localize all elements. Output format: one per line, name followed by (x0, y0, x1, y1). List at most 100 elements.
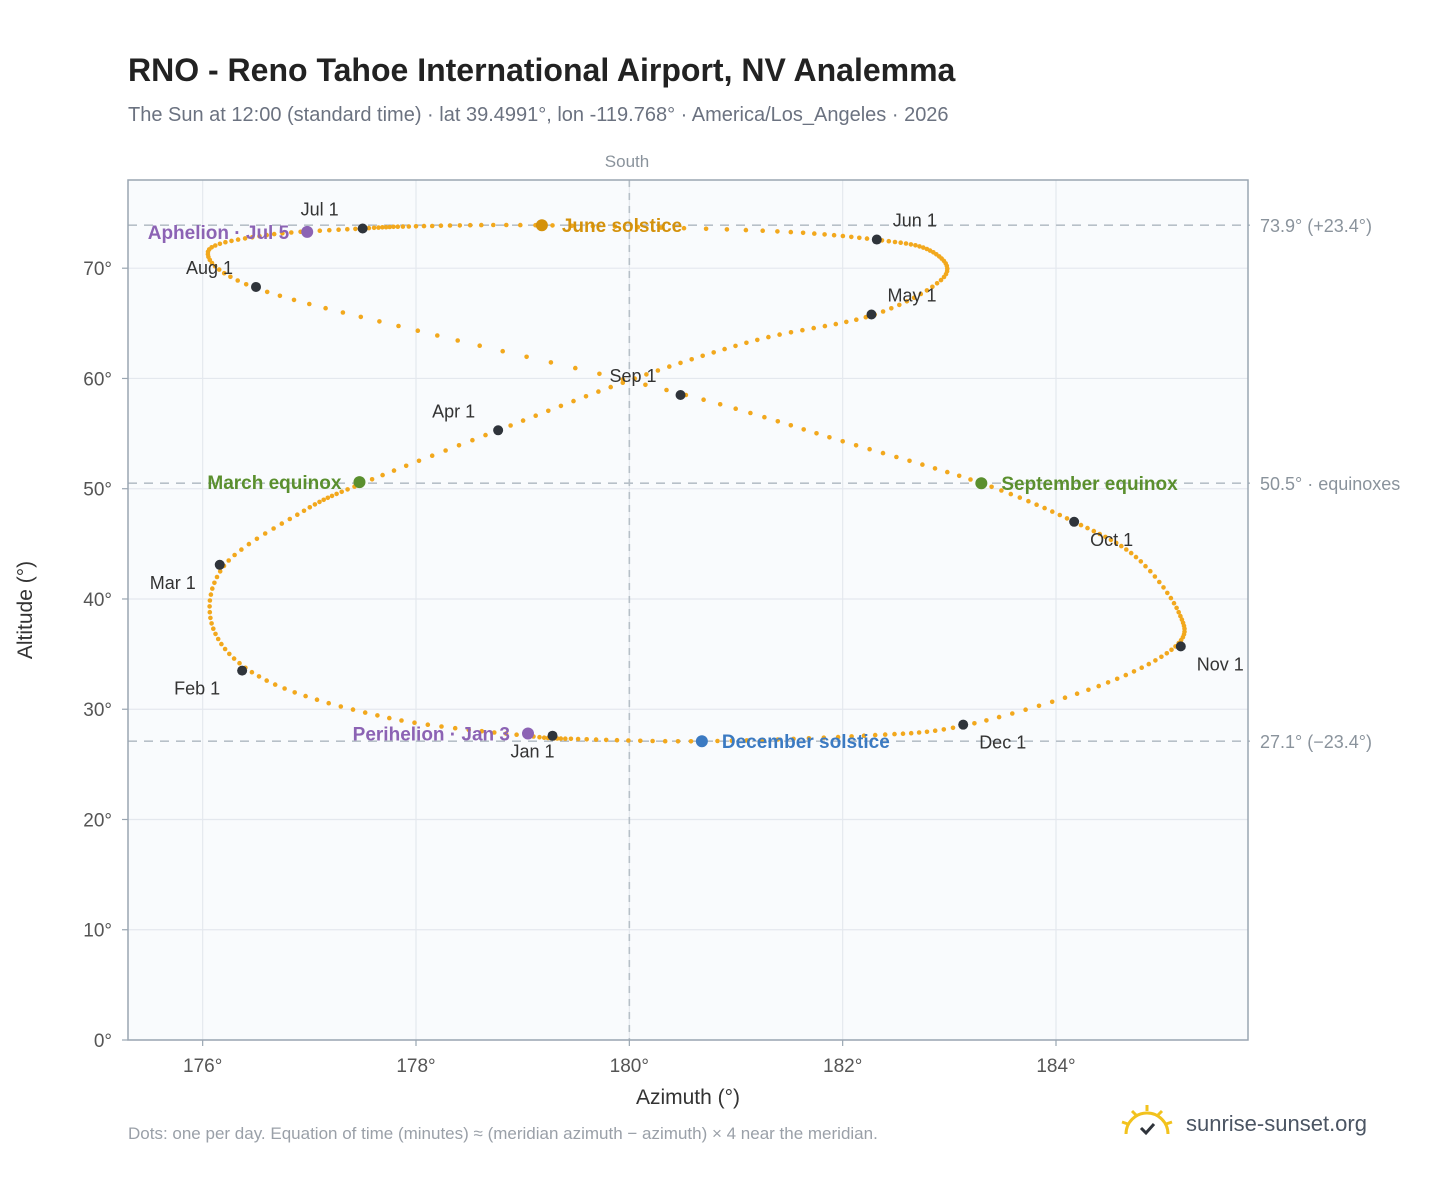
daily-sun-dot (395, 224, 401, 229)
daily-sun-dot (208, 615, 213, 621)
daily-sun-dot (323, 305, 328, 311)
daily-sun-dot (568, 736, 574, 742)
daily-sun-dot (1062, 695, 1068, 700)
daily-sun-dot (908, 242, 914, 247)
daily-sun-dot (541, 735, 547, 740)
daily-sun-dot (406, 224, 412, 229)
daily-sun-dot (689, 357, 694, 362)
daily-sun-dot (638, 738, 643, 744)
daily-sun-dot (733, 343, 738, 349)
daily-sun-dot (264, 232, 270, 238)
daily-sun-dot (1086, 687, 1091, 693)
daily-sun-dot (1164, 651, 1170, 656)
daily-sun-dot (491, 222, 496, 228)
daily-sun-dot (1064, 516, 1070, 521)
daily-sun-dot (546, 408, 551, 414)
daily-sun-dot (972, 721, 977, 726)
daily-sun-dot (277, 293, 283, 299)
daily-sun-dot (920, 462, 925, 467)
month-marker (493, 425, 504, 436)
daily-sun-dot (339, 489, 345, 495)
month-label: Nov 1 (1197, 654, 1244, 674)
daily-sun-dot (479, 728, 485, 734)
daily-sun-dot (317, 228, 323, 233)
daily-sun-dot (1169, 647, 1174, 653)
daily-sun-dot (608, 384, 613, 390)
daily-sun-dot (1159, 654, 1164, 660)
daily-sun-dot (626, 738, 631, 743)
daily-sun-dot (1026, 498, 1031, 504)
daily-sun-dot (897, 302, 902, 308)
daily-sun-dot (703, 226, 709, 232)
daily-sun-dot (840, 439, 845, 444)
brand-logo[interactable]: sunrise-sunset.org (1120, 1104, 1367, 1144)
month-marker (214, 559, 225, 570)
daily-sun-dot (872, 732, 878, 738)
daily-sun-dot (908, 730, 914, 736)
daily-sun-dot (711, 350, 716, 355)
daily-sun-dot (400, 224, 406, 229)
daily-sun-dot (483, 432, 488, 438)
daily-sun-dot (886, 238, 892, 244)
daily-sun-dot (514, 732, 519, 737)
daily-sun-dot (900, 731, 906, 736)
daily-sun-dot (443, 448, 448, 453)
daily-sun-dot (380, 225, 385, 230)
key-event-label: December solstice (722, 732, 890, 753)
daily-sun-dot (664, 387, 669, 393)
daily-sun-dot (217, 241, 223, 247)
x-tick-label: 180° (610, 1056, 649, 1077)
daily-sun-dot (231, 656, 237, 661)
month-marker (357, 223, 368, 234)
brand-name[interactable]: sunrise-sunset.org (1186, 1111, 1367, 1136)
daily-sun-dot (924, 729, 930, 735)
daily-sun-dot (295, 512, 300, 517)
month-marker (866, 309, 877, 320)
daily-sun-dot (518, 222, 523, 228)
daily-sun-dot (358, 314, 364, 320)
daily-sun-dot (1168, 595, 1174, 601)
daily-sun-dot (457, 223, 463, 228)
daily-sun-dot (911, 295, 917, 301)
daily-sun-dot (520, 418, 526, 423)
daily-sun-dot (861, 733, 867, 738)
daily-sun-dot (214, 574, 220, 580)
daily-sun-dot (466, 727, 472, 733)
month-label: Apr 1 (432, 401, 475, 421)
daily-sun-dot (775, 229, 780, 234)
daily-sun-dot (279, 521, 285, 526)
daily-sun-dot (892, 731, 897, 737)
daily-sun-dot (822, 323, 828, 329)
month-marker (958, 719, 969, 730)
daily-sun-dot (681, 225, 687, 231)
y-tick-label: 50° (83, 480, 112, 501)
daily-sun-dot (717, 402, 723, 407)
daily-sun-dot (814, 431, 819, 436)
daily-sun-dot (1057, 512, 1063, 518)
daily-sun-dot (898, 240, 903, 245)
month-label: Feb 1 (174, 679, 220, 699)
daily-sun-dot (1103, 534, 1108, 540)
daily-sun-dot (303, 693, 308, 699)
daily-sun-dot (788, 423, 794, 428)
daily-sun-dot (762, 414, 767, 420)
daily-sun-dot (425, 722, 431, 727)
key-event-marker (975, 477, 988, 490)
daily-sun-dot (207, 598, 213, 603)
daily-sun-dot (387, 224, 393, 230)
daily-sun-dot (1131, 669, 1137, 674)
daily-sun-dot (212, 263, 218, 269)
daily-sun-dot (932, 728, 938, 733)
daily-sun-dot (222, 646, 228, 652)
month-label: Mar 1 (150, 573, 196, 593)
daily-sun-dot (854, 317, 859, 323)
daily-sun-dot (455, 338, 461, 343)
x-tick-label: 184° (1036, 1056, 1075, 1077)
daily-sun-dot (219, 641, 224, 647)
y-tick-label: 0° (94, 1031, 112, 1052)
daily-sun-dot (791, 736, 796, 742)
daily-sun-dot (212, 580, 217, 586)
daily-sun-dot (307, 301, 312, 307)
daily-sun-dot (759, 737, 765, 743)
daily-sun-dot (429, 453, 435, 459)
